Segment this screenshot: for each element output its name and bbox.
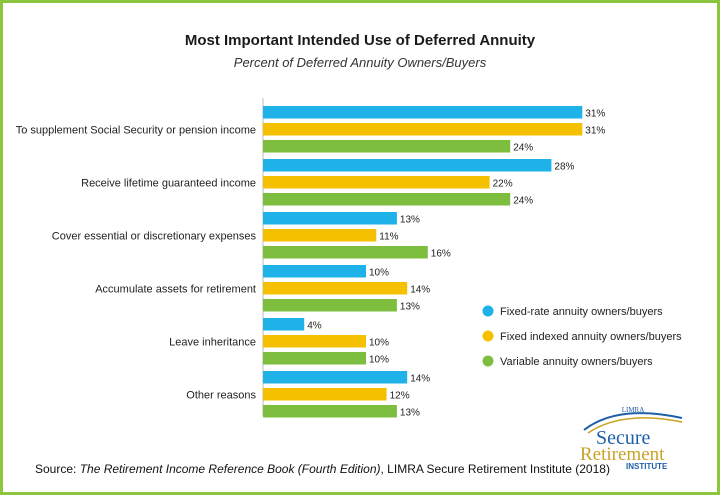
value-label: 10% xyxy=(369,354,389,365)
value-label: 31% xyxy=(585,108,605,119)
value-label: 28% xyxy=(554,161,574,172)
bar xyxy=(263,229,377,242)
bar xyxy=(263,140,511,153)
category-label: Receive lifetime guaranteed income xyxy=(81,177,256,189)
legend-label: Fixed-rate annuity owners/buyers xyxy=(500,306,663,318)
value-label: 14% xyxy=(410,284,430,295)
value-label: 12% xyxy=(390,390,410,401)
category-label: Other reasons xyxy=(186,389,256,401)
value-label: 13% xyxy=(400,214,420,225)
value-label: 10% xyxy=(369,337,389,348)
bar xyxy=(263,123,583,136)
chart-subtitle: Percent of Deferred Annuity Owners/Buyer… xyxy=(233,55,487,70)
bar xyxy=(263,265,366,278)
value-label: 22% xyxy=(493,178,513,189)
value-label: 24% xyxy=(513,142,533,153)
bar xyxy=(263,405,397,418)
legend-marker xyxy=(482,305,494,317)
value-label: 10% xyxy=(369,267,389,278)
chart-title: Most Important Intended Use of Deferred … xyxy=(184,32,536,49)
logo-institute: INSTITUTE xyxy=(626,462,668,470)
category-label: To supplement Social Security or pension… xyxy=(16,124,256,136)
value-label: 14% xyxy=(410,373,430,384)
logo-limra: LIMRA xyxy=(622,406,645,414)
logo-retirement: Retirement xyxy=(580,444,665,465)
bar xyxy=(263,176,490,189)
bar xyxy=(263,212,397,225)
bar xyxy=(263,388,387,401)
category-label: Cover essential or discretionary expense… xyxy=(52,230,257,242)
legend-label: Variable annuity owners/buyers xyxy=(500,356,653,368)
legend-marker xyxy=(482,330,494,342)
source-book-title: The Retirement Income Reference Book (Fo… xyxy=(79,462,381,476)
category-label: Accumulate assets for retirement xyxy=(95,283,256,295)
source-prefix: Source: xyxy=(35,462,80,476)
legend-label: Fixed indexed annuity owners/buyers xyxy=(500,331,682,343)
bar xyxy=(263,282,408,295)
bar xyxy=(263,318,305,331)
logo-secure: Secure xyxy=(596,427,651,449)
value-label: 16% xyxy=(431,248,451,259)
value-label: 4% xyxy=(307,320,322,331)
limra-logo: LIMRA Secure Retirement INSTITUTE xyxy=(580,406,683,470)
bar xyxy=(263,335,366,348)
value-label: 31% xyxy=(585,125,605,136)
category-label: Leave inheritance xyxy=(169,336,256,348)
bar xyxy=(263,246,428,259)
bar xyxy=(263,371,408,384)
value-label: 13% xyxy=(400,407,420,418)
value-label: 13% xyxy=(400,301,420,312)
source-rest: , LIMRA Secure Retirement Institute (201… xyxy=(380,462,610,476)
value-label: 24% xyxy=(513,195,533,206)
bar xyxy=(263,159,552,172)
source-note: Source: The Retirement Income Reference … xyxy=(35,462,610,476)
bar xyxy=(263,299,397,312)
bar xyxy=(263,106,583,119)
bar xyxy=(263,193,511,206)
legend-marker xyxy=(482,355,494,367)
bar xyxy=(263,352,366,365)
value-label: 11% xyxy=(379,231,398,242)
